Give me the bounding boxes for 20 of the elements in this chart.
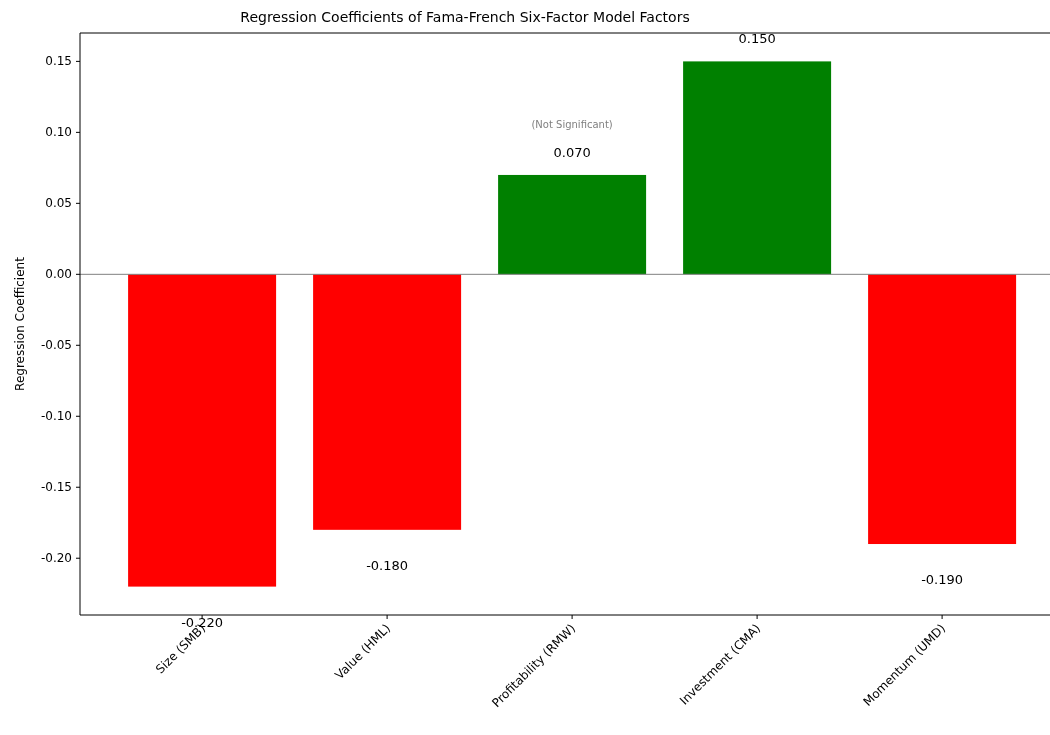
y-tick-label: -0.05 bbox=[40, 338, 72, 353]
y-tick-label: 0.10 bbox=[45, 125, 72, 140]
y-tick-label: 0.15 bbox=[45, 54, 72, 69]
data-label: -0.190 bbox=[921, 572, 964, 588]
data-label: 0.070 bbox=[553, 144, 591, 160]
y-tick-label: -0.20 bbox=[40, 551, 72, 566]
bar bbox=[868, 274, 1017, 545]
y-tick-label: 0.00 bbox=[45, 267, 72, 282]
y-tick-label: -0.15 bbox=[40, 480, 72, 495]
chart-title: Regression Coefficients of Fama-French Six-Factor Model Factors bbox=[240, 9, 690, 25]
annotation: (Not Significant) bbox=[531, 119, 613, 130]
bar bbox=[683, 61, 832, 275]
data-label: 0.150 bbox=[738, 31, 776, 47]
y-axis-title: Regression Coefficient bbox=[13, 256, 27, 391]
data-label: -0.180 bbox=[366, 557, 409, 573]
bar bbox=[498, 174, 647, 275]
y-tick-label: -0.10 bbox=[40, 409, 72, 424]
y-tick-label: 0.05 bbox=[45, 196, 72, 211]
bar bbox=[128, 274, 277, 587]
bar bbox=[313, 274, 462, 530]
